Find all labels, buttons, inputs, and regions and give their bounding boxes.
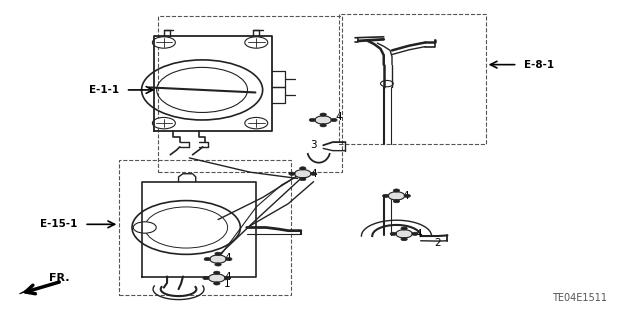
Circle shape [394, 189, 399, 192]
Bar [339, 14, 486, 144]
Circle shape [331, 118, 337, 122]
Circle shape [210, 255, 227, 263]
Circle shape [320, 124, 326, 127]
Text: TE04E1511: TE04E1511 [552, 293, 607, 303]
Circle shape [315, 116, 332, 124]
Text: 4: 4 [224, 271, 231, 281]
Text: 2: 2 [435, 238, 441, 248]
Text: 4: 4 [224, 253, 231, 263]
Circle shape [225, 277, 231, 280]
Text: 3: 3 [310, 140, 317, 150]
Circle shape [245, 37, 268, 48]
Circle shape [388, 192, 404, 200]
Circle shape [215, 252, 221, 255]
Circle shape [309, 118, 316, 122]
Circle shape [289, 172, 295, 175]
Circle shape [396, 230, 412, 238]
Text: FR.: FR. [49, 273, 70, 284]
Circle shape [401, 238, 407, 241]
Text: E-15-1: E-15-1 [40, 219, 78, 229]
Circle shape [226, 257, 232, 261]
Text: 4: 4 [310, 169, 317, 179]
Circle shape [404, 194, 410, 197]
Text: E-8-1: E-8-1 [524, 60, 554, 70]
Text: 4: 4 [403, 191, 410, 201]
Polygon shape [19, 287, 31, 294]
Circle shape [152, 37, 175, 48]
Circle shape [394, 200, 399, 203]
Circle shape [401, 227, 407, 230]
Circle shape [320, 113, 326, 116]
Circle shape [300, 167, 306, 170]
Text: 1: 1 [224, 279, 231, 289]
Circle shape [214, 282, 220, 285]
Circle shape [204, 257, 211, 261]
Circle shape [203, 277, 209, 280]
Circle shape [214, 271, 220, 274]
Circle shape [381, 80, 394, 87]
Text: 4: 4 [336, 112, 342, 122]
Circle shape [294, 170, 311, 178]
Circle shape [310, 172, 317, 175]
Circle shape [209, 274, 225, 282]
Circle shape [300, 177, 306, 181]
Circle shape [245, 117, 268, 129]
Circle shape [133, 222, 156, 233]
Circle shape [412, 232, 418, 235]
Circle shape [152, 117, 175, 129]
Bar [157, 16, 342, 172]
Bar [119, 160, 291, 295]
Circle shape [390, 232, 397, 235]
Circle shape [215, 263, 221, 266]
Text: 4: 4 [415, 229, 422, 239]
Text: E-1-1: E-1-1 [89, 85, 119, 95]
Circle shape [383, 194, 389, 197]
